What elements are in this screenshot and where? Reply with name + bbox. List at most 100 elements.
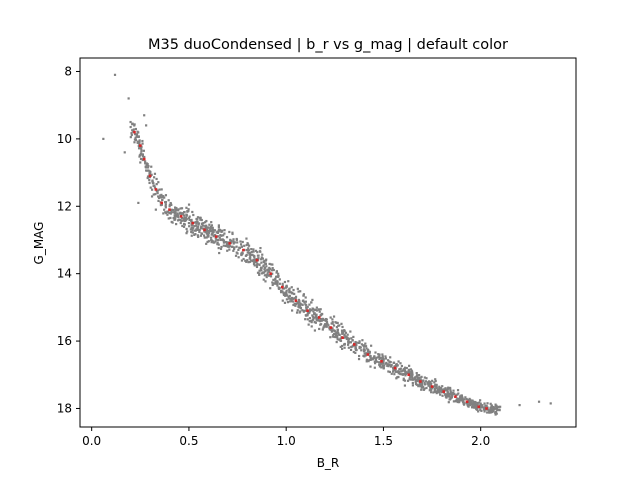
star-point bbox=[490, 410, 494, 414]
star-point bbox=[145, 166, 148, 169]
star-point bbox=[137, 131, 140, 134]
star-point bbox=[157, 199, 160, 202]
star-point bbox=[294, 302, 298, 306]
star-point bbox=[271, 269, 274, 272]
star-point bbox=[381, 355, 384, 358]
star-point bbox=[217, 243, 220, 246]
star-point bbox=[227, 244, 231, 247]
star-point bbox=[260, 258, 263, 261]
star-point bbox=[154, 193, 157, 196]
star-point bbox=[450, 393, 453, 397]
star-point bbox=[305, 307, 308, 311]
star-point bbox=[343, 336, 346, 339]
highlight-point bbox=[329, 326, 333, 329]
star-point bbox=[164, 194, 168, 197]
star-point bbox=[320, 312, 323, 316]
star-point bbox=[129, 125, 132, 129]
star-point bbox=[357, 357, 361, 361]
star-point bbox=[307, 311, 310, 315]
star-point bbox=[434, 379, 437, 383]
star-point bbox=[338, 324, 341, 327]
star-point bbox=[178, 218, 181, 221]
star-point bbox=[237, 256, 240, 259]
star-point bbox=[283, 280, 287, 284]
star-point bbox=[293, 292, 296, 296]
star-point bbox=[338, 333, 341, 336]
star-point bbox=[207, 229, 210, 232]
star-point bbox=[228, 230, 231, 234]
star-point bbox=[313, 329, 317, 332]
star-point bbox=[220, 245, 223, 249]
star-point bbox=[467, 403, 471, 406]
star-point bbox=[210, 221, 213, 224]
star-point bbox=[343, 334, 346, 337]
star-point bbox=[210, 238, 213, 242]
star-point bbox=[438, 388, 441, 391]
star-point bbox=[230, 239, 233, 242]
star-point bbox=[365, 360, 368, 363]
star-point bbox=[166, 213, 169, 216]
star-point bbox=[411, 384, 414, 387]
star-point bbox=[311, 307, 314, 310]
star-point bbox=[263, 274, 266, 277]
star-point bbox=[470, 403, 474, 406]
star-point bbox=[333, 335, 336, 338]
star-point bbox=[288, 289, 291, 293]
star-point bbox=[203, 236, 206, 239]
star-point bbox=[191, 228, 194, 231]
star-point bbox=[193, 225, 196, 228]
star-point bbox=[311, 298, 314, 301]
star-point bbox=[285, 285, 288, 288]
star-point bbox=[267, 274, 271, 277]
star-point bbox=[208, 223, 211, 226]
star-point bbox=[257, 257, 260, 260]
star-point bbox=[307, 323, 310, 326]
star-point bbox=[269, 273, 272, 277]
star-point bbox=[133, 133, 137, 136]
star-point bbox=[499, 405, 502, 408]
star-point bbox=[194, 232, 197, 236]
star-point bbox=[221, 239, 224, 242]
star-point bbox=[148, 178, 151, 182]
star-point bbox=[188, 215, 191, 218]
highlight-point bbox=[280, 285, 284, 289]
star-point bbox=[291, 291, 294, 294]
star-point bbox=[335, 331, 338, 334]
star-point bbox=[190, 218, 193, 222]
star-point bbox=[255, 260, 258, 264]
star-point bbox=[389, 356, 392, 359]
star-point bbox=[197, 223, 200, 226]
star-point bbox=[144, 160, 147, 163]
star-point bbox=[258, 273, 261, 277]
star-point bbox=[150, 195, 154, 198]
star-point bbox=[214, 237, 217, 240]
star-point bbox=[383, 364, 386, 367]
star-point bbox=[191, 231, 194, 234]
star-point bbox=[304, 318, 307, 321]
star-point bbox=[458, 401, 461, 404]
star-point bbox=[205, 227, 208, 230]
star-point bbox=[330, 328, 333, 331]
star-point bbox=[433, 387, 436, 391]
x-axis-label: B_R bbox=[317, 456, 340, 470]
star-point bbox=[185, 232, 188, 235]
star-point bbox=[365, 352, 368, 355]
star-point bbox=[179, 221, 182, 225]
star-point bbox=[374, 362, 377, 365]
star-point bbox=[461, 399, 464, 402]
star-point bbox=[385, 361, 388, 365]
star-point bbox=[134, 138, 137, 142]
star-point bbox=[409, 375, 412, 378]
star-point bbox=[133, 141, 136, 144]
star-point bbox=[285, 289, 288, 292]
star-point bbox=[148, 170, 151, 173]
star-point bbox=[217, 230, 220, 233]
star-point bbox=[203, 230, 206, 233]
star-point bbox=[312, 318, 315, 321]
star-point bbox=[285, 298, 288, 301]
star-point bbox=[312, 310, 315, 313]
highlight-point bbox=[419, 380, 422, 383]
star-point bbox=[380, 362, 384, 365]
star-point bbox=[264, 262, 267, 265]
star-point bbox=[246, 259, 249, 262]
